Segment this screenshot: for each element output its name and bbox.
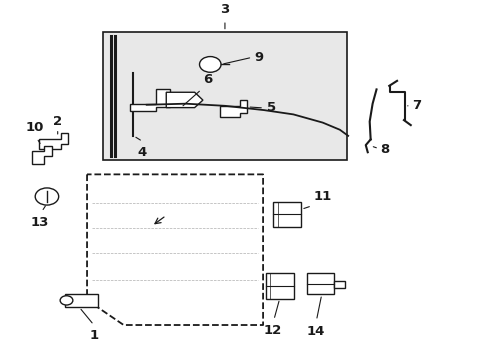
Bar	[306, 273, 333, 294]
Text: 10: 10	[26, 121, 44, 134]
Bar	[102, 32, 346, 160]
Bar	[272, 202, 301, 227]
Text: 7: 7	[411, 99, 421, 112]
Bar	[64, 294, 98, 307]
Polygon shape	[129, 89, 169, 111]
Bar	[265, 273, 293, 298]
Text: 14: 14	[305, 325, 324, 338]
Polygon shape	[39, 133, 68, 149]
Text: 3: 3	[220, 3, 229, 16]
Text: 8: 8	[380, 143, 389, 156]
Bar	[333, 281, 344, 288]
Circle shape	[199, 57, 221, 72]
Circle shape	[60, 296, 73, 305]
Text: 13: 13	[31, 216, 49, 229]
Text: 5: 5	[266, 102, 275, 114]
Polygon shape	[32, 146, 52, 164]
Polygon shape	[220, 100, 247, 117]
Circle shape	[35, 188, 59, 205]
Text: 11: 11	[313, 190, 331, 203]
Text: 9: 9	[254, 51, 263, 64]
Text: 12: 12	[263, 324, 282, 337]
Text: 4: 4	[137, 146, 146, 159]
Text: 1: 1	[89, 329, 98, 342]
Polygon shape	[166, 92, 203, 108]
Text: 6: 6	[203, 73, 212, 86]
Text: 2: 2	[53, 115, 62, 128]
